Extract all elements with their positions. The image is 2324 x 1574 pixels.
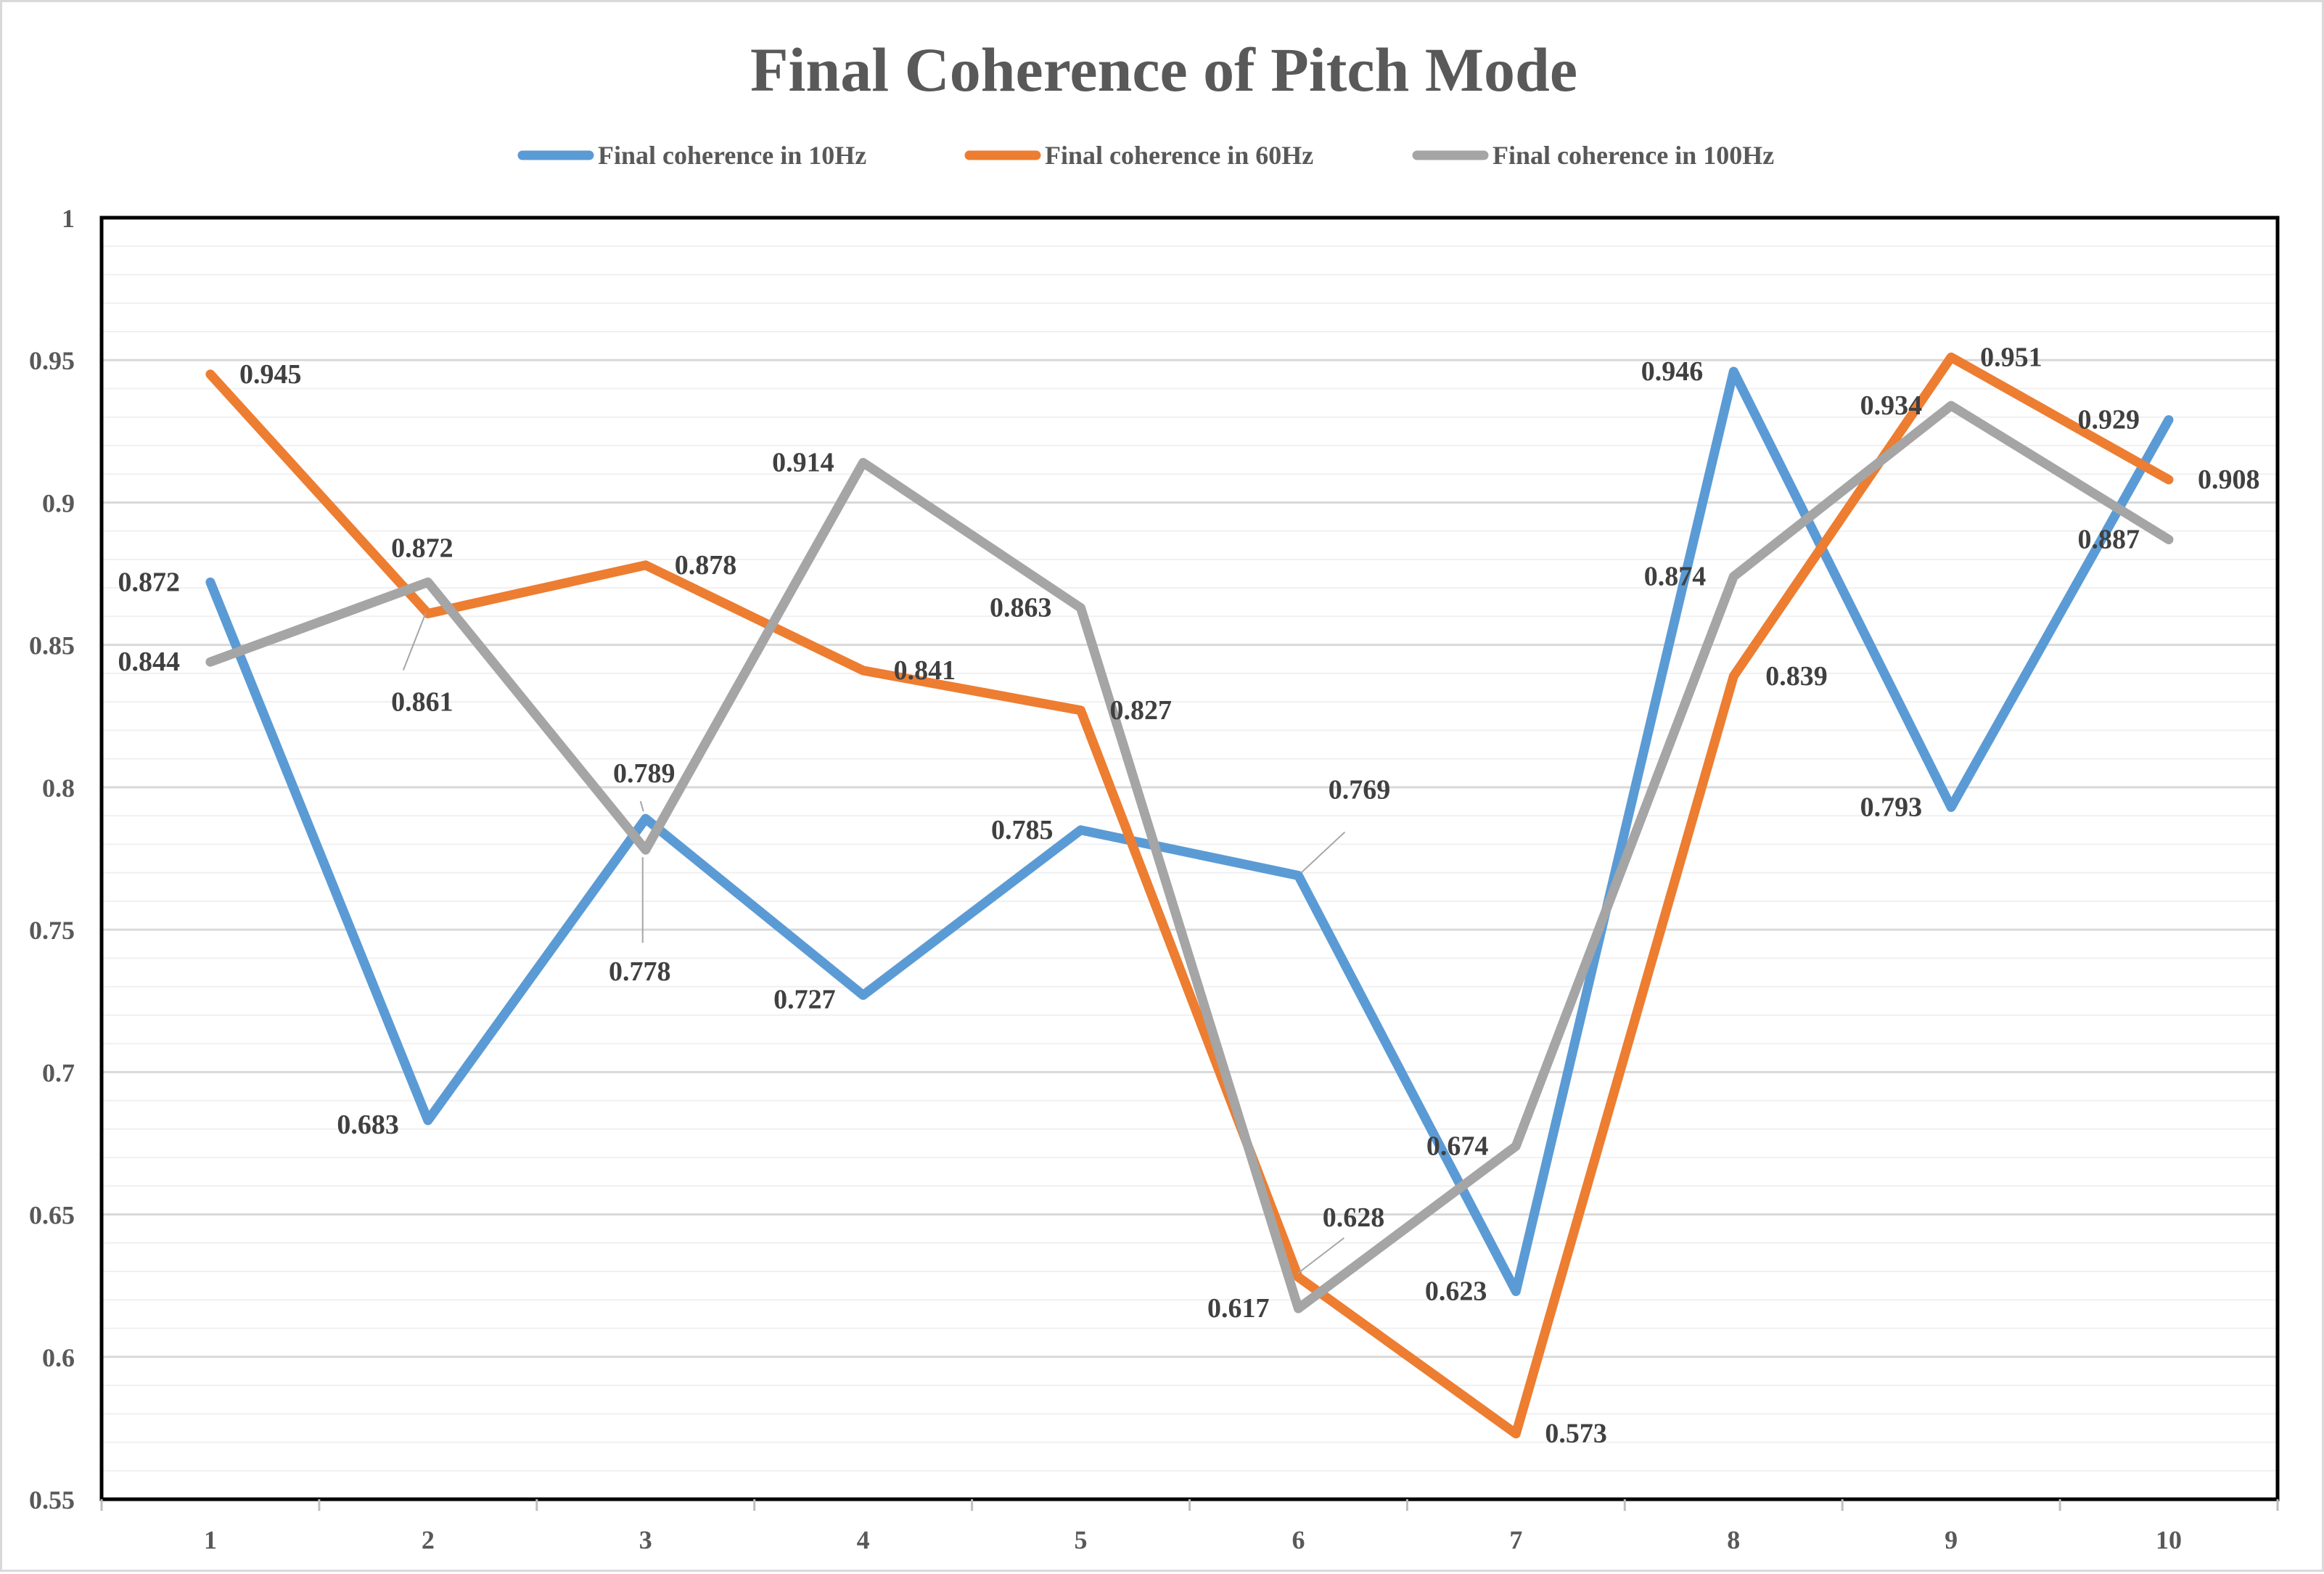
- data-label: 0.727: [773, 984, 836, 1015]
- data-label: 0.841: [894, 655, 956, 686]
- x-tick-label: 3: [639, 1525, 652, 1554]
- series-line-2: [205, 352, 2174, 1439]
- chart-title: Final Coherence of Pitch Mode: [750, 35, 1577, 104]
- y-tick-label: 0.7: [42, 1058, 75, 1087]
- data-label: 0.827: [1110, 695, 1173, 726]
- leader-lines: [402, 612, 1346, 1274]
- y-tick-label: 0.9: [42, 488, 75, 517]
- x-axis: 1 2 3 4 5 6 7 8 9 10: [100, 1499, 2279, 1554]
- data-label: 0.789: [613, 758, 676, 789]
- data-label: 0.861: [391, 686, 453, 717]
- series-lines: [205, 352, 2174, 1439]
- y-tick-label: 1: [62, 204, 75, 233]
- legend-entry: Final coherence in 10Hz: [517, 141, 866, 170]
- x-tick-label: 2: [422, 1525, 435, 1554]
- legend-label: Final coherence in 100Hz: [1492, 141, 1774, 170]
- series-line-1: [205, 366, 2174, 1296]
- legend-label: Final coherence in 60Hz: [1045, 141, 1313, 170]
- data-label: 0.778: [609, 956, 671, 987]
- y-axis: 0.55 0.6 0.65 0.7 0.75 0.8 0.85 0.9 0.95 1: [29, 204, 75, 1514]
- data-label: 0.785: [991, 815, 1054, 845]
- legend-entry: Final coherence in 60Hz: [964, 141, 1313, 170]
- data-label: 0.844: [118, 647, 180, 677]
- data-label: 0.683: [337, 1110, 399, 1140]
- data-label: 0.874: [1644, 561, 1707, 591]
- data-label: 0.769: [1329, 775, 1391, 806]
- x-tick-label: 1: [204, 1525, 217, 1554]
- y-tick-label: 0.85: [29, 631, 75, 660]
- data-label: 0.863: [990, 593, 1052, 623]
- y-tick-label: 0.8: [42, 774, 75, 803]
- x-tick-label: 4: [857, 1525, 870, 1554]
- y-tick-label: 0.6: [42, 1343, 75, 1372]
- data-label: 0.674: [1426, 1131, 1489, 1161]
- data-label: 0.908: [2198, 464, 2260, 495]
- data-label: 0.951: [1980, 342, 2042, 372]
- data-label: 0.628: [1323, 1202, 1385, 1233]
- legend-label: Final coherence in 10Hz: [598, 141, 866, 170]
- gridlines: [102, 216, 2278, 1501]
- series-line-3: [205, 401, 2174, 1313]
- leader-line: [639, 800, 644, 812]
- x-tick-label: 5: [1075, 1525, 1088, 1554]
- x-tick-label: 8: [1727, 1525, 1740, 1554]
- data-label: 0.793: [1860, 792, 1923, 822]
- legend-entry: Final coherence in 100Hz: [1412, 141, 1774, 170]
- y-tick-label: 0.75: [29, 916, 75, 945]
- data-label: 0.934: [1860, 390, 1923, 421]
- data-label: 0.617: [1207, 1293, 1270, 1324]
- x-tick-label: 9: [1945, 1525, 1958, 1554]
- legend: Final coherence in 10Hz Final coherence i…: [517, 141, 1774, 170]
- data-label: 0.872: [391, 533, 453, 563]
- leader-line: [402, 612, 427, 671]
- y-tick-label: 0.55: [29, 1485, 75, 1514]
- data-label: 0.929: [2078, 405, 2140, 435]
- x-tick-label: 10: [2156, 1525, 2182, 1554]
- leader-line: [1300, 831, 1346, 874]
- leader-line: [1297, 1237, 1345, 1274]
- x-tick-label: 7: [1509, 1525, 1522, 1554]
- y-tick-label: 0.95: [29, 346, 75, 375]
- data-label: 0.878: [675, 550, 737, 581]
- y-tick-label: 0.65: [29, 1201, 75, 1230]
- data-label: 0.872: [118, 567, 180, 597]
- data-labels: 0.872 0.683 0.789 0.727 0.785 0.769 0.623 0.946…: [118, 342, 2259, 1448]
- data-label: 0.887: [2078, 524, 2140, 554]
- data-label: 0.946: [1641, 356, 1704, 387]
- data-label: 0.945: [239, 359, 302, 390]
- data-label: 0.914: [772, 448, 834, 478]
- data-label: 0.839: [1765, 661, 1828, 692]
- data-label: 0.573: [1545, 1419, 1607, 1449]
- data-label: 0.623: [1425, 1276, 1487, 1307]
- x-tick-label: 6: [1292, 1525, 1305, 1554]
